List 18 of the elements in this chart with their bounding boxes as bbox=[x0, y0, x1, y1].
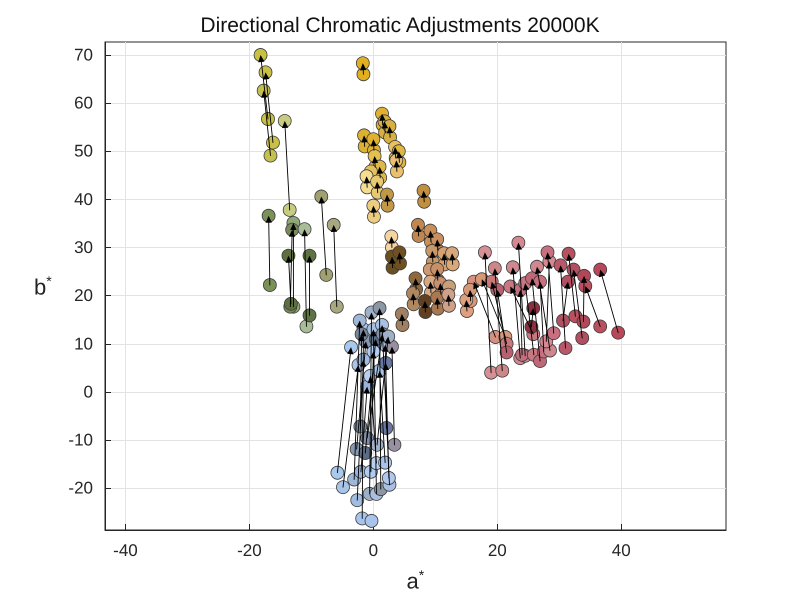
x-tick-label: -40 bbox=[113, 541, 138, 560]
y-tick-label: 10 bbox=[74, 334, 93, 354]
x-tick-label: 40 bbox=[612, 541, 631, 560]
y-tick-label: 40 bbox=[74, 190, 93, 209]
x-tick-label: 0 bbox=[368, 541, 378, 560]
y-tick-label: 60 bbox=[74, 94, 93, 113]
y-tick-label: 70 bbox=[74, 45, 93, 64]
y-tick-label: 50 bbox=[74, 142, 93, 161]
y-tick-label: -20 bbox=[68, 478, 93, 498]
y-tick-label: 0 bbox=[84, 382, 93, 402]
y-axis-title: b$^{*}$ bbox=[34, 273, 52, 300]
x-tick-label: -20 bbox=[237, 541, 262, 560]
x-tick-label: 20 bbox=[488, 541, 507, 560]
chart-title: Directional Chromatic Adjustments 20000K bbox=[200, 14, 600, 37]
y-tick-label: 30 bbox=[74, 238, 93, 257]
y-tick-label: 20 bbox=[74, 286, 93, 306]
x-axis-title: a$^{*}$ bbox=[406, 567, 424, 594]
y-tick-label: -10 bbox=[68, 430, 93, 450]
